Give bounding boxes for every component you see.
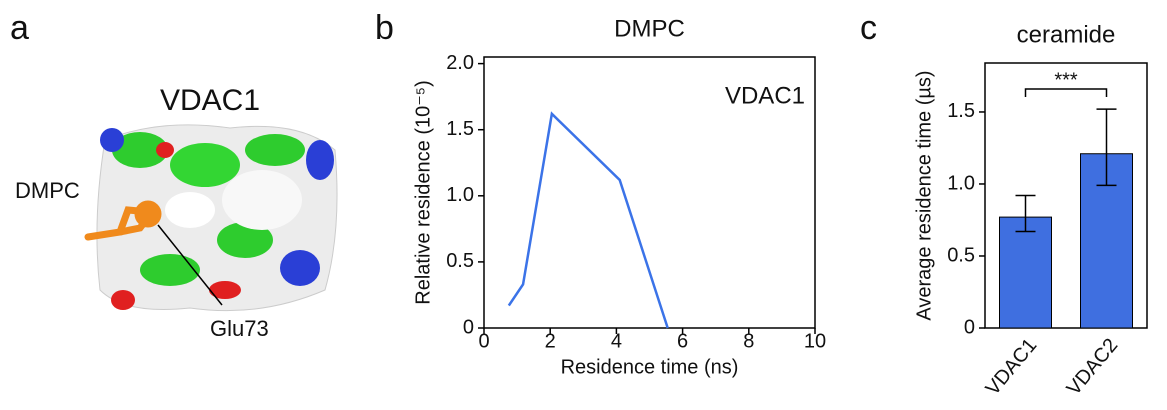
y-tick-label: 0 <box>463 316 474 338</box>
x-tick-label: 4 <box>611 330 622 352</box>
x-tick-label: 6 <box>677 330 688 352</box>
y-tick-label: 1.5 <box>446 118 474 140</box>
chart-title: DMPC <box>614 15 685 42</box>
y-axis-label: Average residence time (µs) <box>913 70 935 320</box>
y-tick-label: 0 <box>964 316 975 338</box>
panel-label: a <box>10 9 29 47</box>
panel-label: b <box>375 9 394 47</box>
structure-label: Glu73 <box>210 316 269 341</box>
x-tick-label: VDAC1 <box>982 334 1042 399</box>
structure-title: VDAC1 <box>160 84 260 117</box>
significance-bracket <box>1024 88 1108 97</box>
x-axis-label: Residence time (ns) <box>561 356 739 378</box>
panel-label: c <box>860 9 877 47</box>
y-tick-label: 0.5 <box>947 244 975 266</box>
structure-label: DMPC <box>15 178 80 203</box>
protein-surface <box>96 124 338 312</box>
x-tick-label: 10 <box>804 330 826 352</box>
y-axis-label: Relative residence (10⁻⁵) <box>412 80 434 305</box>
lipid-molecule <box>84 200 162 241</box>
y-tick-label: 1.0 <box>446 184 474 206</box>
x-tick-label: 2 <box>545 330 556 352</box>
pointer-line <box>157 224 223 306</box>
data-line <box>507 111 669 329</box>
annotation: VDAC1 <box>725 82 805 109</box>
chart-title: ceramide <box>1017 21 1116 48</box>
x-tick-label: 8 <box>743 330 754 352</box>
plot-frame <box>483 56 816 329</box>
x-tick-label: 0 <box>478 330 489 352</box>
significance-label: *** <box>1054 69 1078 91</box>
x-tick-label: VDAC2 <box>1063 334 1123 399</box>
y-tick-label: 2.0 <box>446 52 474 74</box>
y-tick-label: 0.5 <box>446 250 474 272</box>
plot-frame <box>984 62 1148 329</box>
bar <box>999 216 1052 329</box>
y-tick-label: 1.0 <box>947 172 975 194</box>
y-tick-label: 1.5 <box>947 100 975 122</box>
